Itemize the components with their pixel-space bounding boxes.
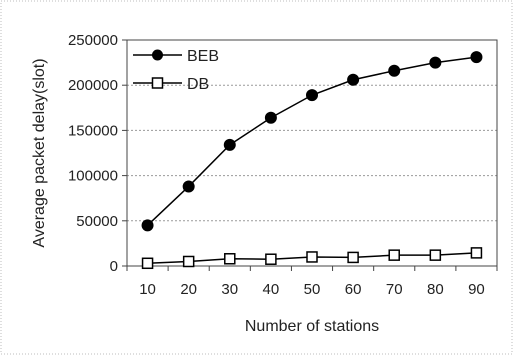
y-tick-label: 100000 bbox=[68, 168, 118, 185]
y-tick-label: 250000 bbox=[68, 32, 118, 49]
series-lines bbox=[141, 51, 483, 270]
data-point-db bbox=[388, 249, 400, 261]
data-point-beb bbox=[306, 89, 318, 102]
data-point-db bbox=[224, 253, 236, 265]
data-point-db bbox=[306, 251, 318, 263]
x-tick-label: 20 bbox=[180, 281, 197, 298]
legend-label-db: DB bbox=[187, 76, 209, 93]
x-tick-label: 60 bbox=[345, 281, 362, 298]
y-tick-label: 50000 bbox=[76, 213, 118, 230]
x-tick-label: 90 bbox=[468, 281, 485, 298]
y-tick-label: 150000 bbox=[68, 122, 118, 139]
data-point-db bbox=[429, 249, 442, 261]
legend: BEB DB bbox=[133, 48, 219, 93]
legend-label-beb: BEB bbox=[187, 48, 219, 65]
data-point-beb bbox=[388, 64, 401, 77]
data-point-db bbox=[182, 255, 195, 268]
x-axis-title: Number of stations bbox=[245, 318, 379, 335]
data-point-db bbox=[347, 251, 359, 264]
legend-marker-db bbox=[151, 77, 164, 89]
data-point-beb bbox=[264, 111, 277, 124]
data-point-beb bbox=[347, 73, 360, 86]
y-axis-ticks: 0 50000 100000 150000 200000 250000 bbox=[68, 32, 127, 275]
x-tick-label: 30 bbox=[221, 281, 238, 298]
y-tick-label: 200000 bbox=[68, 77, 118, 94]
gridlines bbox=[127, 39, 497, 222]
data-point-beb bbox=[470, 51, 483, 64]
y-axis-title: Average packet delay(slot) bbox=[31, 58, 48, 247]
data-point-beb bbox=[223, 138, 236, 151]
data-point-beb bbox=[141, 219, 154, 232]
data-point-db bbox=[141, 257, 154, 270]
data-point-beb bbox=[182, 180, 195, 193]
x-tick-label: 40 bbox=[263, 281, 280, 298]
x-tick-label: 10 bbox=[139, 281, 156, 298]
data-point-db bbox=[265, 253, 277, 265]
x-tick-label: 70 bbox=[386, 281, 403, 298]
x-tick-label: 80 bbox=[427, 281, 444, 298]
data-point-beb bbox=[429, 56, 442, 69]
x-tick-label: 50 bbox=[304, 281, 321, 298]
legend-marker-beb bbox=[152, 49, 163, 61]
data-point-db bbox=[470, 247, 483, 259]
y-tick-label: 0 bbox=[110, 258, 118, 275]
plot-area-frame bbox=[126, 39, 498, 267]
x-axis-ticks: 10 20 30 40 50 60 70 80 90 bbox=[126, 266, 498, 298]
